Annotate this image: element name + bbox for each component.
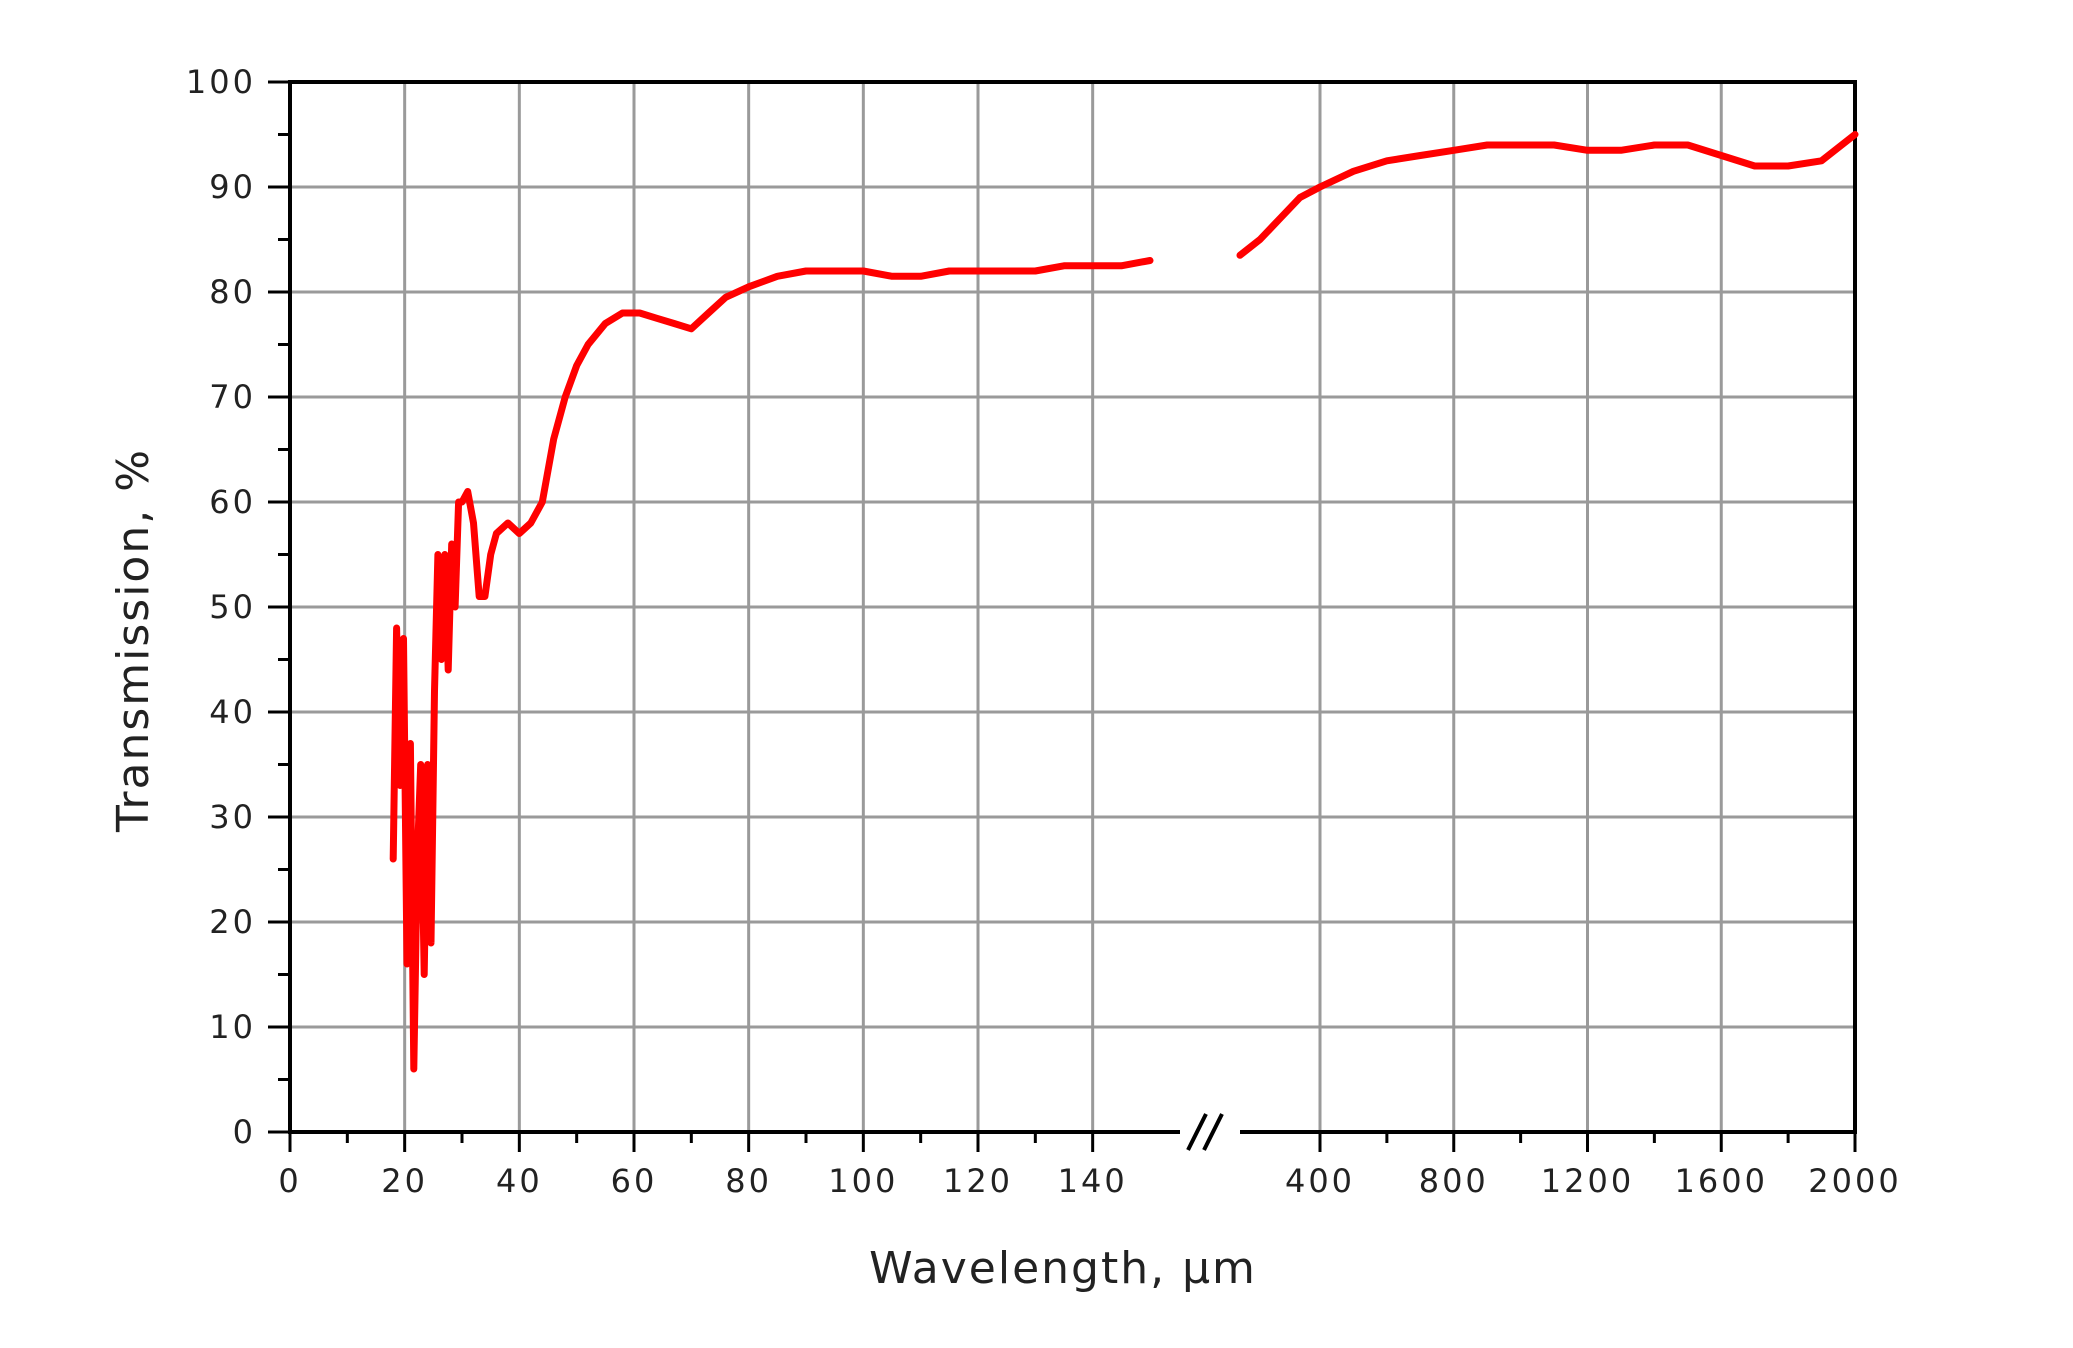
series-layer xyxy=(389,131,1859,1073)
x-tick-label: 80 xyxy=(725,1162,772,1200)
y-tick-label: 60 xyxy=(209,483,256,521)
tick-layer xyxy=(268,80,1857,1152)
y-tick-label: 40 xyxy=(209,693,256,731)
x-tick-label: 40 xyxy=(496,1162,543,1200)
x-tick-label: 0 xyxy=(278,1162,301,1200)
y-tick-label: 0 xyxy=(233,1113,256,1151)
y-tick-label: 100 xyxy=(186,63,256,101)
y-tick-label: 70 xyxy=(209,378,256,416)
axis-break-slash xyxy=(1186,1113,1208,1151)
y-tick-label: 90 xyxy=(209,168,256,206)
plot-frame xyxy=(288,80,1857,1134)
y-tick-label: 50 xyxy=(209,588,256,626)
x-tick-label: 800 xyxy=(1419,1162,1489,1200)
x-tick-label: 1200 xyxy=(1541,1162,1634,1200)
y-tick-label: 10 xyxy=(209,1008,256,1046)
x-tick-label: 2000 xyxy=(1808,1162,1901,1200)
x-tick-label: 400 xyxy=(1285,1162,1355,1200)
x-tick-label: 60 xyxy=(611,1162,658,1200)
x-tick-label: 100 xyxy=(828,1162,898,1200)
x-tick-label: 120 xyxy=(943,1162,1013,1200)
transmission-series-line-right xyxy=(1236,131,1859,259)
tick-label-layer: 0 10 20 30 40 50 60 70 80 90 100 0 20 40 60 80 100 120 140… xyxy=(186,63,1901,1200)
axis-break-gap xyxy=(1180,1127,1240,1137)
y-tick-label: 80 xyxy=(209,273,256,311)
axis-break-slash xyxy=(1202,1113,1224,1151)
transmission-series-line-left xyxy=(389,257,1154,1073)
y-tick-label: 20 xyxy=(209,903,256,941)
y-axis-title: Transmission, % xyxy=(108,448,159,833)
y-tick-label: 30 xyxy=(209,798,256,836)
x-tick-label: 20 xyxy=(381,1162,428,1200)
x-tick-label: 1600 xyxy=(1675,1162,1768,1200)
x-tick-label: 140 xyxy=(1058,1162,1128,1200)
x-axis-title: Wavelength, µm xyxy=(869,1243,1257,1294)
axis-break-mark xyxy=(1180,1113,1240,1151)
grid-layer xyxy=(290,80,1855,1134)
